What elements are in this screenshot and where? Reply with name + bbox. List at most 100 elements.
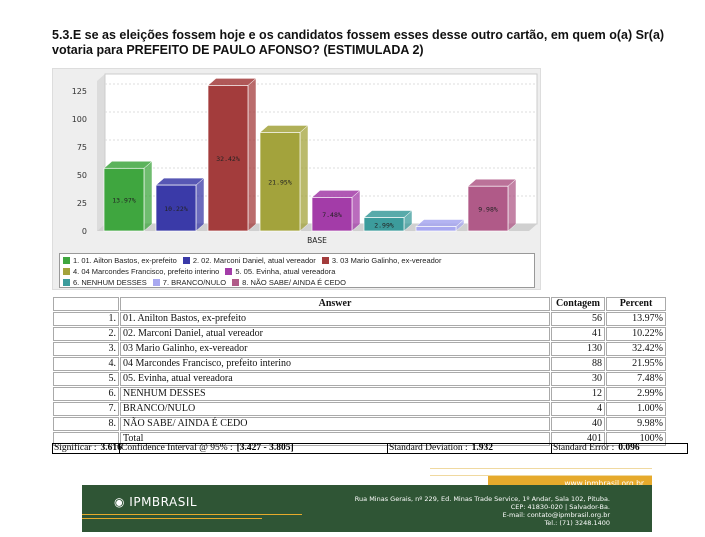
email-line: E-mail: contato@ipmbrasil.org.br	[502, 511, 611, 519]
bar	[103, 167, 145, 232]
count-cell: 4	[551, 401, 605, 416]
legend-swatch	[63, 279, 70, 286]
bar-top	[207, 78, 257, 86]
table-row: 2. 02. Marconi Daniel, atual vereador 41 10…	[53, 326, 666, 341]
legend-swatch	[182, 257, 190, 264]
tel-line: Tel.: (71) 3248.1400	[544, 519, 610, 527]
ci-value: [3.427 - 3.805]	[236, 443, 294, 453]
legend-swatch	[63, 257, 70, 264]
num-header	[53, 297, 119, 311]
y-tick-label: 125	[72, 87, 87, 96]
count-cell: 40	[551, 416, 605, 431]
table-row: 6. NENHUM DESSES 12 2.99%	[53, 386, 666, 401]
legend-label: 2. 02. Marconi Daniel, atual vereador	[192, 256, 316, 265]
row-number	[53, 431, 119, 446]
legend-label: 3. 03 Mario Galinho, ex-vereador	[331, 256, 442, 265]
legend-swatch	[225, 268, 233, 275]
count-cell: 30	[551, 371, 605, 386]
bar-top	[415, 219, 465, 227]
bar	[363, 217, 405, 232]
legend-item: 5. 05. Evinha, atual vereadora	[225, 266, 335, 277]
logo-text: IPMBRASIL	[129, 495, 198, 509]
gold-line	[82, 518, 262, 519]
legend-label: 6. NENHUM DESSES	[73, 278, 147, 287]
bar-side	[195, 177, 205, 232]
sd-label: Standard Deviation :	[389, 443, 468, 453]
ipm-logo: ◉ IPMBRASIL	[114, 495, 198, 509]
legend-swatch	[232, 279, 240, 286]
answer-header: Answer	[120, 297, 550, 311]
count-cell: 130	[551, 341, 605, 356]
row-number: 1.	[53, 311, 119, 326]
footer-address: Rua Minas Gerais, nº 229, Ed. Minas Trad…	[355, 495, 610, 527]
count-cell: 12	[551, 386, 605, 401]
table-row: 5. 05. Evinha, atual vereadora 30 7.48%	[53, 371, 666, 386]
gold-line	[82, 514, 302, 515]
count-cell: 56	[551, 311, 605, 326]
row-number: 8.	[53, 416, 119, 431]
row-number: 5.	[53, 371, 119, 386]
legend-item: 3. 03 Mario Galinho, ex-vereador	[321, 255, 442, 266]
se-value: 0.096	[618, 443, 640, 453]
legend-item: 7. BRANCO/NULO	[152, 277, 227, 288]
legend-label: 5. 05. Evinha, atual vereadora	[235, 267, 336, 276]
answer-cell: 03 Mario Galinho, ex-vereador	[120, 341, 550, 356]
percent-cell: 13.97%	[606, 311, 666, 326]
cep-line: CEP: 41830-020 | Salvador-Ba.	[510, 503, 610, 511]
legend-swatch	[152, 279, 160, 286]
legend-item: 8. NÃO SABE/ AINDA É CEDO	[232, 277, 346, 288]
legend-item: 2. 02. Marconi Daniel, atual vereador	[182, 255, 316, 266]
sig-label: Significar :	[54, 443, 97, 453]
bar	[207, 85, 249, 232]
count-header: Contagem	[551, 297, 605, 311]
sd-value: 1.932	[471, 443, 493, 453]
stats-row: Significar :3.616 Confidence Interval @ …	[52, 443, 688, 454]
chart-side-wall	[97, 74, 105, 231]
table-row: 3. 03 Mario Galinho, ex-vereador 130 32.42%	[53, 341, 666, 356]
table-row: 4. 04 Marcondes Francisco, prefeito inter…	[53, 356, 666, 371]
x-axis-label: BASE	[307, 236, 327, 245]
percent-header: Percent	[606, 297, 666, 311]
percent-cell: 2.99%	[606, 386, 666, 401]
percent-cell: 10.22%	[606, 326, 666, 341]
legend-label: 7. BRANCO/NULO	[162, 278, 227, 287]
table-row: 7. BRANCO/NULO 4 1.00%	[53, 401, 666, 416]
sig-value: 3.616	[100, 443, 122, 453]
percent-cell: 21.95%	[606, 356, 666, 371]
y-tick-label: 100	[72, 115, 87, 124]
answer-cell: 04 Marcondes Francisco, prefeito interin…	[120, 356, 550, 371]
bar	[415, 226, 457, 232]
total-label: Total	[120, 431, 550, 446]
legend-swatch	[63, 268, 70, 275]
row-number: 3.	[53, 341, 119, 356]
y-tick-label: 25	[77, 199, 87, 208]
bar	[311, 197, 353, 232]
footer-decor-lines	[430, 468, 652, 476]
chart-svg: 0 25 50 75 100 125 13.97% 10.22% 32.42% 21.95% 7.4…	[72, 73, 538, 245]
bar-top	[259, 125, 309, 133]
bar-side	[299, 124, 309, 232]
percent-cell: 9.98%	[606, 416, 666, 431]
address-line: Rua Minas Gerais, nº 229, Ed. Minas Trad…	[354, 495, 610, 503]
footer-banner: ◉ IPMBRASIL Rua Minas Gerais, nº 229, Ed…	[82, 485, 652, 532]
bar	[155, 184, 197, 232]
bar-value-label: 13.97%	[112, 197, 136, 205]
bar-value-label: 10.22%	[164, 205, 188, 213]
row-number: 6.	[53, 386, 119, 401]
answer-cell: BRANCO/NULO	[120, 401, 550, 416]
row-number: 2.	[53, 326, 119, 341]
y-tick-label: 75	[77, 143, 87, 152]
table-row: 8. NÃO SABE/ AINDA É CEDO 40 9.98%	[53, 416, 666, 431]
legend-item: 1. 01. Ailton Bastos, ex-prefeito	[63, 255, 177, 266]
chart-legend: 1. 01. Ailton Bastos, ex-prefeito 2. 02. …	[59, 253, 535, 288]
results-table: Answer Contagem Percent 1. 01. Anilton Ba…	[52, 296, 667, 447]
bar	[467, 185, 509, 232]
legend-label: 1. 01. Ailton Bastos, ex-prefeito	[73, 256, 177, 265]
bar-chart: 0 25 50 75 100 125 13.97% 10.22% 32.42% 21.95% 7.4…	[52, 68, 541, 290]
answer-cell: NÃO SABE/ AINDA É CEDO	[120, 416, 550, 431]
y-tick-label: 50	[77, 171, 87, 180]
ci-label: Confidence Interval @ 95% :	[121, 443, 233, 453]
count-cell: 88	[551, 356, 605, 371]
answer-cell: 01. Anilton Bastos, ex-prefeito	[120, 311, 550, 326]
legend-label: 8. NÃO SABE/ AINDA É CEDO	[242, 278, 346, 287]
